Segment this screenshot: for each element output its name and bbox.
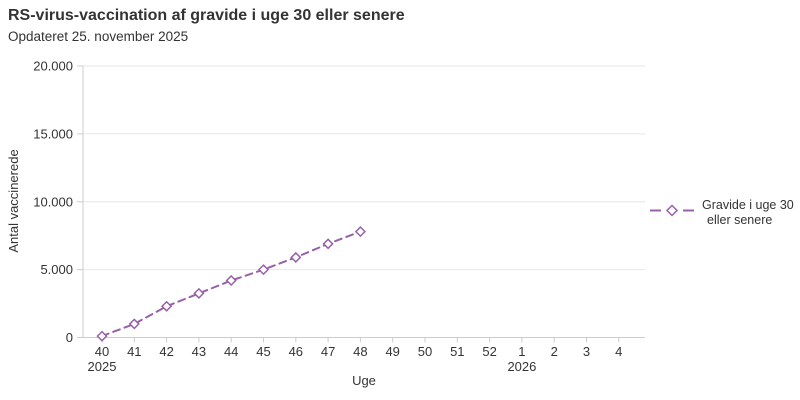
x-tick-label: 45 — [256, 344, 270, 359]
data-point-marker[interactable] — [290, 251, 302, 263]
x-tick-label: 2 — [551, 344, 558, 359]
data-point-marker[interactable] — [225, 274, 237, 287]
x-tick-label: 50 — [418, 344, 432, 359]
x-tick-label: 47 — [321, 344, 335, 359]
data-point-marker[interactable] — [257, 264, 270, 276]
x-tick-label: 3 — [583, 344, 590, 359]
chart-title: RS-virus-vaccination af gravide i uge 30… — [8, 7, 405, 24]
y-tick-label: 15.000 — [33, 126, 73, 141]
y-axis-title: Antal vaccinerede — [6, 149, 21, 253]
x-tick-label: 51 — [450, 344, 464, 359]
x-year-label: 2025 — [88, 359, 117, 374]
x-tick-label: 40 — [95, 344, 109, 359]
x-tick-label: 42 — [159, 344, 173, 359]
data-point-marker[interactable] — [193, 287, 205, 299]
legend-label-line1: Gravide i uge 30 — [702, 198, 794, 212]
x-tick-label: 48 — [353, 344, 367, 359]
data-point-marker[interactable] — [354, 226, 366, 238]
legend-label: Gravide i uge 30 eller senere — [702, 198, 794, 228]
series-line — [101, 230, 362, 338]
legend-item-gravide[interactable]: Gravide i uge 30 eller senere — [650, 198, 794, 228]
x-tick-label: 52 — [482, 344, 496, 359]
x-tick-label: 41 — [127, 344, 141, 359]
x-tick-label: 1 — [518, 344, 525, 359]
chart-subtitle: Opdateret 25. november 2025 — [8, 29, 189, 44]
x-axis-title: Uge — [352, 373, 376, 388]
y-tick-label: 10.000 — [33, 194, 73, 209]
x-tick-label: 43 — [192, 344, 206, 359]
x-tick-label: 49 — [385, 344, 399, 359]
legend-line-marker-icon — [650, 204, 694, 217]
y-tick-label: 20.000 — [33, 59, 73, 74]
data-point-marker[interactable] — [128, 318, 140, 330]
data-point-marker[interactable] — [96, 330, 108, 342]
x-tick-label: 46 — [289, 344, 303, 359]
y-tick-label: 0 — [66, 330, 73, 345]
x-tick-label: 44 — [224, 344, 238, 359]
data-point-marker[interactable] — [322, 238, 334, 250]
x-tick-label: 4 — [615, 344, 622, 359]
y-tick-label: 5.000 — [40, 262, 73, 277]
data-point-marker[interactable] — [161, 300, 173, 312]
legend-label-line2: eller senere — [707, 213, 773, 227]
x-year-label: 2026 — [507, 359, 536, 374]
